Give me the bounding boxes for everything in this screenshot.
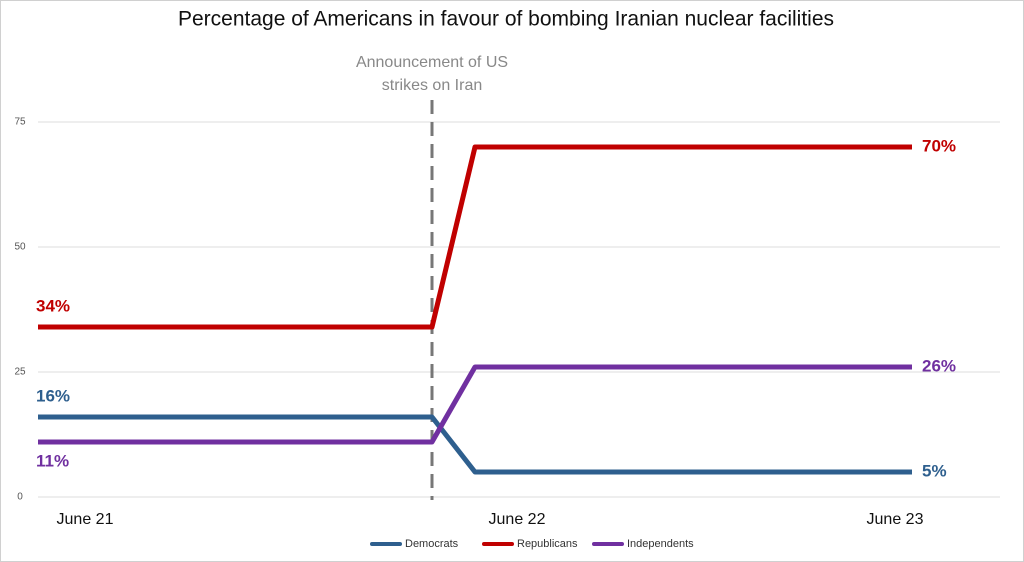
data-label: 11% <box>36 451 69 470</box>
data-label: 70% <box>922 136 956 155</box>
annotation-text: strikes on Iran <box>382 77 482 94</box>
x-tick-label: June 23 <box>867 511 924 528</box>
legend-label: Democrats <box>405 538 459 550</box>
y-tick-label: 50 <box>14 242 26 253</box>
y-tick-label: 0 <box>17 492 23 503</box>
legend-label: Republicans <box>517 538 578 550</box>
data-label: 34% <box>36 296 70 315</box>
y-tick-label: 75 <box>14 117 26 128</box>
chart-title: Percentage of Americans in favour of bom… <box>178 8 834 31</box>
series-line <box>38 144 912 330</box>
annotation-text: Announcement of US <box>356 54 508 71</box>
series-line <box>38 414 912 475</box>
data-label: 26% <box>922 356 956 375</box>
y-tick-label: 25 <box>14 367 26 378</box>
x-tick-label: June 21 <box>57 511 114 528</box>
series-line <box>38 364 912 445</box>
data-label: 16% <box>36 386 70 405</box>
data-label: 5% <box>922 461 947 480</box>
legend-label: Independents <box>627 538 694 550</box>
x-tick-label: June 22 <box>489 511 546 528</box>
